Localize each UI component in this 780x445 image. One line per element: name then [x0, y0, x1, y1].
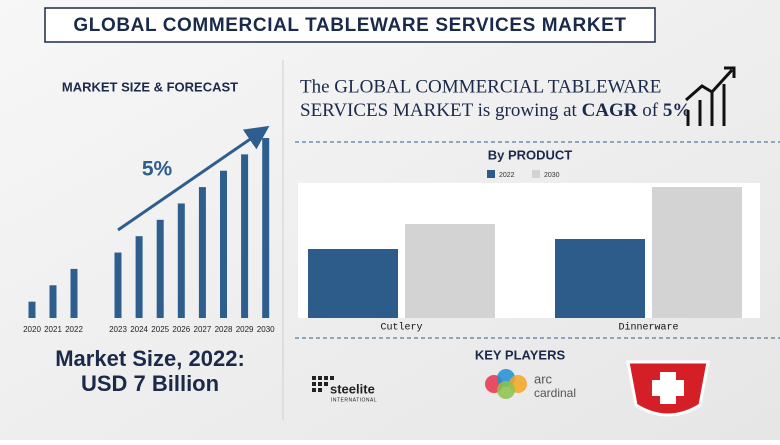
x-tick-label: 2029 [236, 325, 254, 334]
growth-icon [685, 66, 736, 126]
chart-title: By PRODUCT [488, 147, 573, 162]
x-tick-label: 2025 [151, 325, 169, 334]
x-tick-label: 2024 [130, 325, 148, 334]
x-tick-label: 2027 [194, 325, 212, 334]
x-tick-label: Cutlery [380, 322, 422, 334]
title-box [44, 7, 656, 43]
victorinox-logo [626, 360, 710, 417]
bar [262, 138, 270, 318]
section-title: KEY PLAYERS [475, 347, 566, 362]
x-tick-label: Dinnerware [618, 322, 678, 334]
bar [220, 170, 227, 318]
headline: SERVICES MARKET is growing at CAGR of 5% [300, 100, 691, 121]
logo-text: arc [534, 371, 553, 386]
headline-text: of [638, 100, 663, 121]
legend-swatch [532, 170, 540, 178]
x-tick-label: 2023 [109, 325, 127, 334]
bar [405, 224, 495, 318]
x-tick-label: 2020 [23, 325, 41, 334]
bar [70, 268, 78, 318]
logo-text: cardinal [534, 386, 576, 400]
legend-label: 2022 [499, 172, 515, 179]
headline-text: SERVICES MARKET is growing at [300, 100, 582, 121]
legend-swatch [487, 170, 495, 178]
growth-arrow [117, 125, 270, 232]
bar [652, 187, 742, 318]
x-tick-label: 2028 [215, 325, 233, 334]
headline: The GLOBAL COMMERCIAL TABLEWARE [300, 76, 661, 97]
page-title: GLOBAL COMMERCIAL TABLEWARE SERVICES MAR… [73, 15, 626, 36]
legend-label: 2030 [544, 172, 560, 179]
market-size: Market Size, 2022: [55, 346, 245, 371]
bar [241, 154, 249, 318]
logo-text: steelite [330, 381, 375, 396]
arc-cardinal-logo: arc cardinal [485, 369, 576, 400]
bar [177, 203, 185, 318]
headline-emphasis: CAGR [582, 100, 638, 121]
headline-rate: 5% [663, 100, 692, 121]
logo-text: INTERNATIONAL [331, 397, 377, 403]
x-tick-label: 2026 [172, 325, 190, 334]
bar [555, 239, 645, 318]
bar [114, 252, 122, 318]
bar [135, 236, 143, 318]
x-tick-label: 2022 [65, 325, 83, 334]
bar [308, 249, 398, 318]
steelite-logo: steelite INTERNATIONAL [312, 376, 377, 403]
bar [49, 285, 57, 318]
bar [28, 301, 36, 318]
cagr-annotation: 5% [142, 158, 173, 181]
chart-title: MARKET SIZE & FORECAST [62, 79, 238, 94]
market-size: USD 7 Billion [81, 371, 219, 396]
bar [198, 187, 206, 318]
x-tick-label: 2030 [257, 325, 275, 334]
bar [156, 219, 164, 318]
x-tick-label: 2021 [44, 325, 62, 334]
